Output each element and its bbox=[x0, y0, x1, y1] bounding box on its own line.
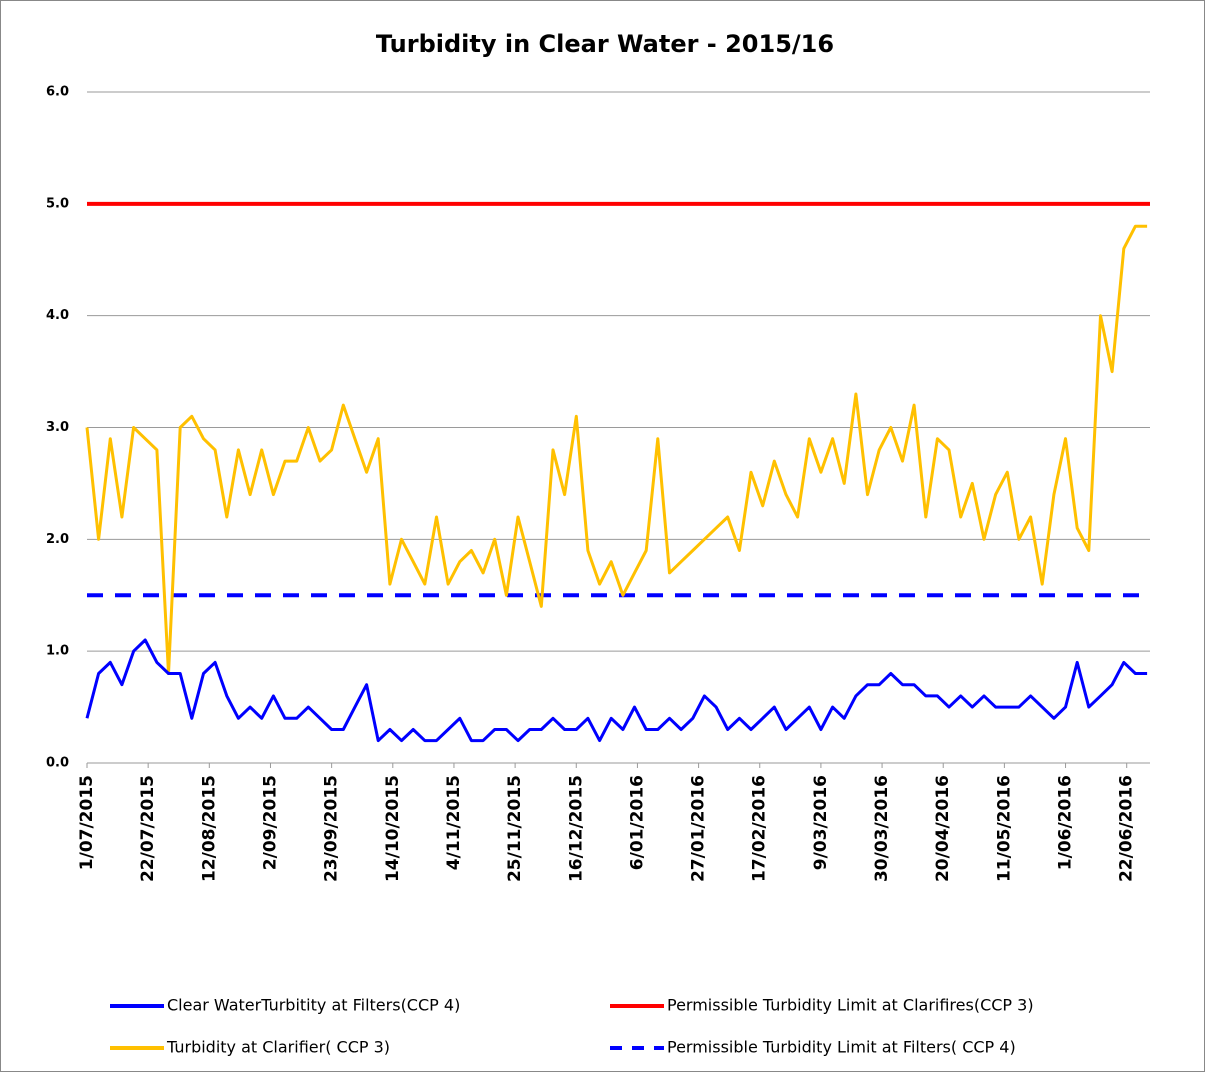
x-tick-label: 6/01/2016 bbox=[627, 775, 647, 870]
series-line bbox=[85, 224, 1148, 675]
y-tick-label: 6.0 bbox=[46, 85, 69, 100]
x-tick-label: 22/06/2016 bbox=[1117, 775, 1137, 882]
chart-title: Turbidity in Clear Water - 2015/16 bbox=[376, 30, 834, 58]
y-tick-label: 2.0 bbox=[46, 532, 69, 547]
x-tick-label: 2/09/2015 bbox=[260, 775, 280, 870]
y-tick-label: 4.0 bbox=[46, 308, 69, 323]
x-tick-label: 16/12/2015 bbox=[566, 775, 586, 882]
y-tick-label: 1.0 bbox=[46, 644, 69, 659]
x-tick-label: 12/08/2015 bbox=[199, 775, 219, 882]
legend-label: Clear WaterTurbitity at Filters(CCP 4) bbox=[167, 996, 460, 1015]
y-tick-label: 5.0 bbox=[46, 196, 69, 211]
x-tick-label: 20/04/2016 bbox=[933, 775, 953, 882]
legend-label: Turbidity at Clarifier( CCP 3) bbox=[166, 1038, 390, 1057]
x-tick-label: 9/03/2016 bbox=[811, 775, 831, 870]
x-tick-label: 27/01/2016 bbox=[689, 775, 709, 882]
y-tick-label: 0.0 bbox=[46, 756, 69, 771]
x-tick-label: 1/06/2016 bbox=[1056, 775, 1076, 870]
x-tick-label: 22/07/2015 bbox=[138, 775, 158, 882]
x-tick-label: 1/07/2015 bbox=[77, 775, 97, 870]
x-tick-label: 14/10/2015 bbox=[383, 775, 403, 882]
x-tick-label: 4/11/2015 bbox=[444, 775, 464, 870]
x-tick-label: 23/09/2015 bbox=[322, 775, 342, 882]
legend-label: Permissible Turbidity Limit at Filters( … bbox=[667, 1038, 1016, 1057]
x-tick-label: 11/05/2016 bbox=[994, 775, 1014, 882]
x-tick-label: 17/02/2016 bbox=[750, 775, 770, 882]
x-tick-label: 30/03/2016 bbox=[872, 775, 892, 882]
y-tick-label: 3.0 bbox=[46, 420, 69, 435]
series-line bbox=[85, 638, 1148, 743]
legend-label: Permissible Turbidity Limit at Clarifire… bbox=[667, 996, 1034, 1015]
x-tick-label: 25/11/2015 bbox=[505, 775, 525, 882]
